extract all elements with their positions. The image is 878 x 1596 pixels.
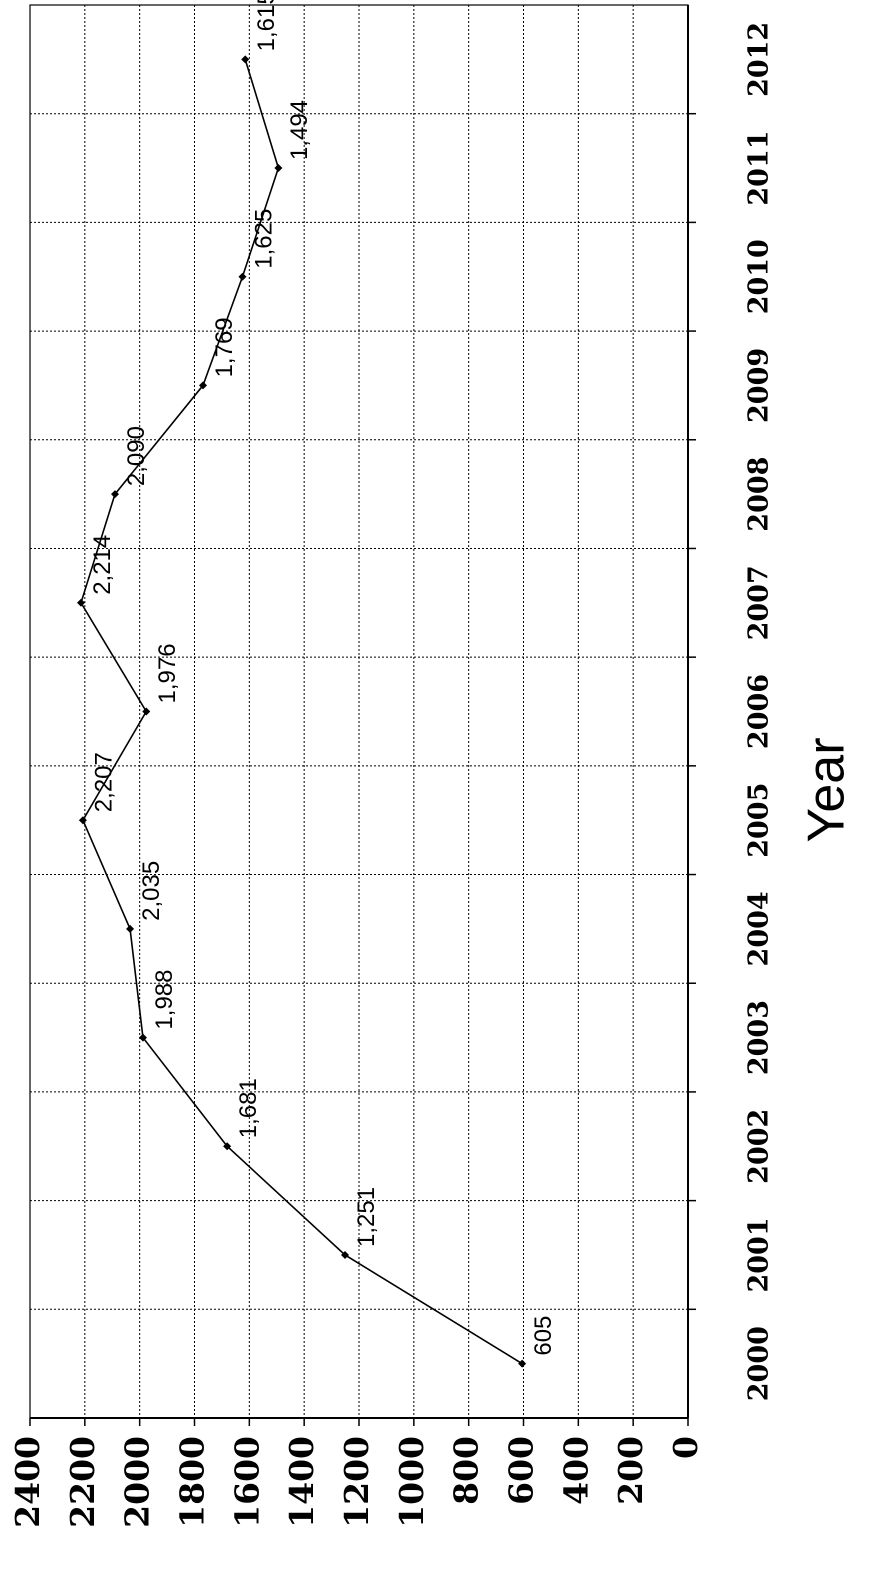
x-tick-label: 2008 xyxy=(744,457,775,532)
data-point xyxy=(241,55,250,64)
axes xyxy=(29,4,696,1426)
x-tick-label: 2004 xyxy=(744,891,775,966)
data-label: 1,988 xyxy=(151,970,178,1030)
y-tick-label: 2200 xyxy=(63,1436,102,1528)
x-tick-label: 2005 xyxy=(744,783,775,858)
y-tick-label: 200 xyxy=(611,1436,650,1505)
y-tick-label: 600 xyxy=(502,1436,541,1505)
y-tick-label: 400 xyxy=(556,1436,595,1505)
series xyxy=(76,55,527,1368)
y-tick-label: 2400 xyxy=(8,1436,47,1528)
x-tick-label: 2011 xyxy=(744,130,775,205)
y-tick-label: 1200 xyxy=(337,1436,376,1528)
data-label: 2,207 xyxy=(91,752,118,812)
x-tick-label: 2003 xyxy=(744,1000,775,1075)
data-label: 1,615 xyxy=(253,0,280,51)
data-label: 1,494 xyxy=(286,100,313,160)
data-point xyxy=(110,490,119,499)
x-axis-ticks: 2000 2001 2002 2003 2004 2005 2006 2007 2008 2009… xyxy=(744,22,775,1401)
data-label: 605 xyxy=(530,1316,557,1356)
data-point xyxy=(518,1359,527,1368)
data-point xyxy=(238,272,247,281)
data-point xyxy=(138,1033,147,1042)
y-axis-ticks: 0 200 400 600 800 1000 1200 1400 1600 1800 2000 220… xyxy=(8,1436,705,1528)
x-tick-label: 2009 xyxy=(744,348,775,423)
x-tick-label: 2006 xyxy=(744,674,775,749)
data-point xyxy=(198,381,207,390)
grid xyxy=(30,5,688,1418)
y-tick-label: 800 xyxy=(447,1436,486,1505)
y-tick-label: 1400 xyxy=(282,1436,321,1528)
data-label: 1,769 xyxy=(211,317,238,377)
x-tick-label: 2010 xyxy=(744,239,775,314)
data-label: 2,090 xyxy=(123,426,150,486)
data-label: 1,681 xyxy=(235,1078,262,1138)
x-tick-label: 2007 xyxy=(744,565,775,640)
data-point xyxy=(274,164,283,173)
y-tick-label: 0 xyxy=(666,1436,705,1459)
data-point xyxy=(142,707,151,716)
data-point xyxy=(76,598,85,607)
data-label: 2,035 xyxy=(138,861,165,921)
x-tick-label: 2012 xyxy=(744,22,775,97)
x-tick-label: 2001 xyxy=(744,1217,775,1292)
data-point xyxy=(341,1250,350,1259)
x-tick-label: 2000 xyxy=(744,1326,775,1401)
y-tick-label: 1800 xyxy=(173,1436,212,1528)
x-tick-label: 2002 xyxy=(744,1109,775,1184)
y-tick-label: 1000 xyxy=(392,1436,431,1528)
data-label: 1,251 xyxy=(353,1187,380,1247)
data-labels: 605 1,251 1,681 1,988 2,035 2,207 1,976 2,214 2,… xyxy=(89,0,557,1356)
data-label: 2,214 xyxy=(89,535,116,595)
y-tick-label: 2000 xyxy=(118,1436,157,1528)
y-tick-label: 1600 xyxy=(227,1436,266,1528)
data-label: 1,976 xyxy=(154,643,181,703)
x-axis-title: Year xyxy=(798,737,856,842)
data-point xyxy=(223,1142,232,1151)
data-label: 1,625 xyxy=(250,209,277,269)
data-point xyxy=(126,924,135,933)
data-point xyxy=(78,816,87,825)
